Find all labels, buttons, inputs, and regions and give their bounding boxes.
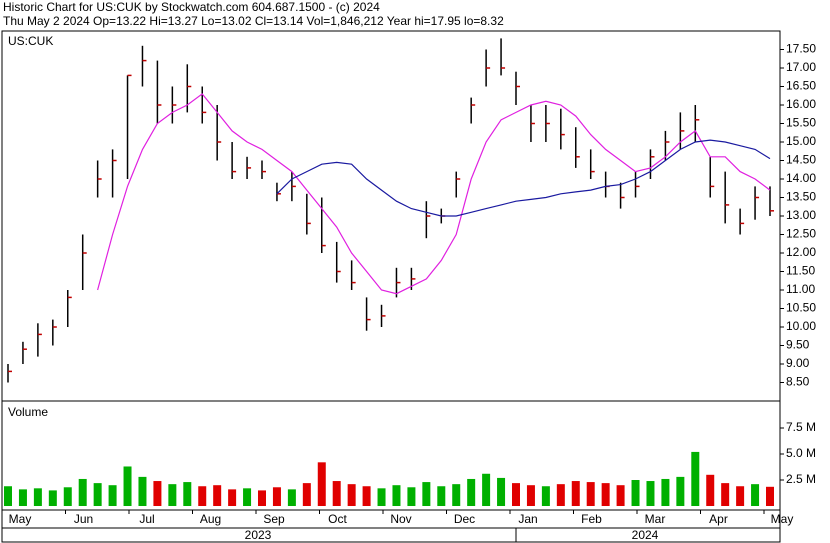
x-tick-label: May <box>771 512 794 526</box>
y-tick-label: 17.50 <box>786 42 816 56</box>
volume-bar <box>497 477 506 506</box>
x-tick-label: Dec <box>454 512 475 526</box>
volume-bar <box>631 480 640 506</box>
x-tick-label: Jul <box>139 512 154 526</box>
volume-bar <box>661 478 670 506</box>
volume-bar <box>586 482 595 506</box>
volume-bar <box>258 490 266 506</box>
y-tick-label: 2.5 M <box>786 472 816 486</box>
volume-bar <box>467 478 476 506</box>
volume-bar <box>213 485 222 506</box>
y-tick-label: 11.50 <box>786 264 815 278</box>
y-tick-label: 8.50 <box>786 375 810 389</box>
x-tick-label: Sep <box>263 512 285 526</box>
volume-bar <box>616 485 625 506</box>
volume-bar <box>48 490 57 506</box>
y-tick-label: 9.00 <box>786 356 810 370</box>
y-tick-label: 16.50 <box>786 79 816 93</box>
y-tick-label: 14.00 <box>786 171 816 185</box>
volume-bar <box>4 486 12 506</box>
volume-bar <box>392 485 401 506</box>
x-tick-label: May <box>9 512 32 526</box>
volume-bar <box>18 489 27 506</box>
y-tick-label: 10.50 <box>786 301 816 315</box>
volume-bar <box>347 484 356 506</box>
volume-bar <box>422 482 431 506</box>
volume-bar <box>198 486 207 506</box>
volume-bar <box>332 481 341 506</box>
volume-bar <box>437 486 446 506</box>
volume-bar <box>706 474 715 506</box>
volume-bar <box>512 483 520 506</box>
volume-bar <box>526 485 535 506</box>
y-tick-label: 13.50 <box>786 190 816 204</box>
y-tick-label: 12.50 <box>786 227 816 241</box>
volume-bar <box>287 489 296 506</box>
x-tick-label: Mar <box>645 512 666 526</box>
volume-bar <box>168 484 177 506</box>
symbol-label: US:CUK <box>8 34 53 48</box>
volume-bar <box>691 451 700 506</box>
volume-bar <box>721 483 730 506</box>
x-tick-label: Apr <box>709 512 728 526</box>
volume-bar <box>153 481 162 506</box>
x-tick-label: Jan <box>518 512 537 526</box>
x-tick-label: Jun <box>74 512 93 526</box>
moving-average <box>276 139 771 217</box>
year-label: 2024 <box>632 528 659 542</box>
volume-bar <box>243 488 252 506</box>
volume-bar <box>736 486 745 506</box>
y-tick-label: 10.00 <box>786 319 816 333</box>
year-axis <box>1 527 781 543</box>
volume-bar <box>452 484 461 506</box>
chart-subtitle: Thu May 2 2024 Op=13.22 Hi=13.27 Lo=13.0… <box>3 14 504 28</box>
x-tick-label: Feb <box>581 512 602 526</box>
x-tick-label: Aug <box>200 512 221 526</box>
volume-bar <box>302 483 311 506</box>
y-tick-label: 11.00 <box>786 282 815 296</box>
moving-average <box>97 93 771 295</box>
volume-bar <box>317 462 326 506</box>
volume-bar <box>407 487 416 506</box>
volume-bar <box>33 488 42 506</box>
volume-bar <box>556 484 565 506</box>
y-tick-label: 12.00 <box>786 245 816 259</box>
volume-bar <box>751 484 760 506</box>
y-tick-label: 13.00 <box>786 208 816 222</box>
x-tick-label: Oct <box>328 512 347 526</box>
volume-bar <box>676 476 685 506</box>
volume-bar <box>63 487 72 506</box>
volume-bar <box>601 483 610 506</box>
volume-bar <box>766 486 774 506</box>
y-tick-label: 5.0 M <box>786 446 816 460</box>
volume-bar <box>123 466 132 506</box>
volume-bar <box>78 478 87 506</box>
y-tick-label: 14.50 <box>786 153 816 167</box>
volume-bar <box>646 481 655 506</box>
y-tick-label: 16.00 <box>786 97 816 111</box>
volume-label: Volume <box>8 405 48 419</box>
year-label: 2023 <box>245 528 272 542</box>
volume-bar <box>93 483 102 506</box>
volume-bar <box>108 485 117 506</box>
y-tick-label: 9.50 <box>786 338 810 352</box>
volume-bar <box>377 488 386 506</box>
x-tick-label: Nov <box>390 512 411 526</box>
volume-bar <box>138 476 147 506</box>
volume-bar <box>228 489 237 506</box>
volume-bar <box>541 486 550 506</box>
y-tick-label: 15.50 <box>786 116 816 130</box>
y-tick-label: 7.5 M <box>786 420 816 434</box>
chart-title: Historic Chart for US:CUK by Stockwatch.… <box>3 0 380 14</box>
volume-bar <box>362 486 371 506</box>
y-tick-label: 17.00 <box>786 60 816 74</box>
y-tick-label: 15.00 <box>786 134 816 148</box>
volume-bar <box>482 473 491 506</box>
volume-bar <box>183 482 192 506</box>
volume-bar <box>571 481 580 506</box>
volume-bar <box>272 487 281 506</box>
